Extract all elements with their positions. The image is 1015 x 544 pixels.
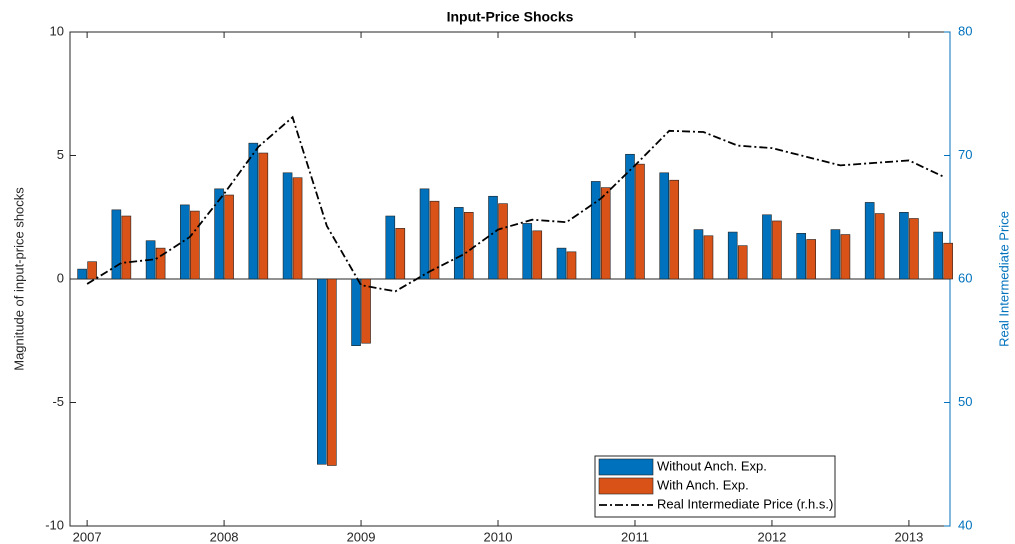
y-tick-label: -5: [52, 394, 64, 409]
bar: [111, 209, 122, 280]
legend-label: Real Intermediate Price (r.h.s.): [657, 496, 833, 511]
legend-swatch: [598, 477, 654, 495]
bar: [806, 239, 816, 280]
bar: [727, 231, 738, 280]
bar: [463, 212, 474, 280]
bar: [453, 207, 464, 280]
y2-tick-label: 50: [958, 394, 972, 409]
bar: [532, 230, 543, 280]
bar: [327, 278, 337, 466]
y2-tick-label: 70: [958, 147, 972, 162]
bar: [943, 242, 953, 280]
bar: [361, 278, 371, 344]
bar: [385, 215, 396, 280]
bar: [224, 194, 234, 280]
bar: [180, 204, 190, 280]
bar: [419, 188, 430, 280]
bar: [77, 268, 87, 280]
bar: [590, 181, 601, 280]
bar: [933, 231, 943, 280]
bar: [488, 195, 498, 280]
bar: [830, 229, 841, 280]
bar: [669, 179, 680, 280]
bar: [214, 188, 224, 280]
bar: [874, 213, 885, 280]
bar: [625, 153, 635, 280]
bar: [703, 235, 714, 280]
y-tick-label: 0: [57, 270, 64, 285]
bar: [899, 212, 909, 280]
bar: [429, 200, 440, 280]
bar: [498, 203, 508, 280]
x-tick-label: 2013: [894, 529, 923, 544]
bar: [635, 163, 645, 280]
legend-label: Without Anch. Exp.: [657, 458, 767, 473]
bar: [659, 172, 670, 280]
bar: [121, 215, 132, 280]
legend-label: With Anch. Exp.: [657, 477, 749, 492]
x-tick-label: 2007: [73, 529, 102, 544]
bar: [762, 214, 772, 280]
y-axis-label: Magnitude of input-price shocks: [11, 187, 26, 371]
bar: [317, 278, 327, 465]
bar: [566, 251, 577, 280]
bar: [840, 234, 851, 280]
y2-tick-label: 80: [958, 23, 972, 38]
bar: [796, 233, 806, 280]
y2-axis-label: Real Intermediate Price: [996, 211, 1011, 347]
x-tick-label: 2011: [621, 529, 649, 544]
y2-tick-label: 60: [958, 270, 972, 285]
bar: [772, 220, 782, 280]
bar: [282, 172, 293, 280]
bar: [737, 245, 748, 280]
x-tick-label: 2009: [347, 529, 376, 544]
bar: [693, 229, 704, 280]
bar: [522, 223, 533, 280]
y-tick-label: -10: [45, 517, 64, 532]
bar: [248, 142, 259, 280]
bar: [258, 152, 269, 280]
bar: [909, 218, 919, 280]
bar: [155, 247, 166, 280]
legend-swatch: [598, 458, 654, 476]
y2-tick-label: 40: [958, 517, 972, 532]
line: [86, 115, 944, 293]
y-tick-label: 10: [50, 23, 64, 38]
x-tick-label: 2010: [484, 529, 513, 544]
bar: [292, 177, 303, 280]
bar: [556, 247, 567, 280]
bar: [600, 187, 611, 280]
x-tick-label: 2012: [757, 529, 786, 544]
chart-title: Input-Price Shocks: [447, 9, 574, 25]
bar: [864, 202, 875, 280]
bar: [87, 261, 97, 280]
bar: [190, 210, 200, 280]
x-tick-label: 2008: [210, 529, 239, 544]
bar: [395, 228, 406, 280]
bar: [351, 278, 361, 346]
y-tick-label: 5: [57, 147, 64, 162]
